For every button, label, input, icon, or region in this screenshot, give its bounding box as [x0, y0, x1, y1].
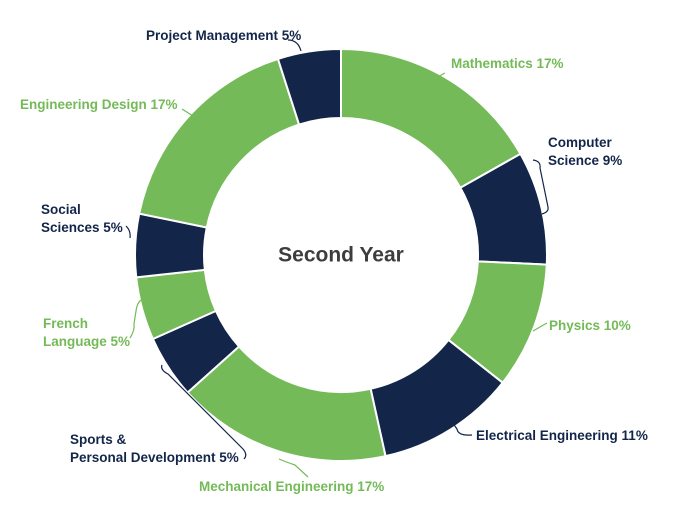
- leader-social-sciences-5: [125, 225, 131, 239]
- slice-engineering-design-17: [138, 57, 301, 229]
- slice-project-management-5: [276, 47, 342, 126]
- leader-mathematics-17: [431, 72, 446, 81]
- label-mathematics-17: Mathematics 17%: [451, 56, 564, 71]
- leader-computer-science-9: [532, 159, 549, 215]
- leader-physics-10: [532, 322, 548, 332]
- label-engineering-design-17: Engineering Design 17%: [20, 97, 178, 112]
- leader-engineering-design-17: [181, 108, 194, 117]
- label-mechanical-engineering-17: Mechanical Engineering 17%: [199, 479, 384, 494]
- label-physics-10: Physics 10%: [549, 318, 631, 333]
- label-project-management-5: Project Management 5%: [146, 28, 301, 43]
- donut-slices: [134, 47, 548, 462]
- slice-labels: Mathematics 17% Computer Science 9% Physics…: [20, 28, 648, 494]
- leader-electrical-engineering-11: [451, 421, 473, 436]
- label-electrical-engineering-11: Electrical Engineering 11%: [476, 428, 648, 443]
- leader-french-language-5: [129, 299, 142, 339]
- label-french-language-5: French Language 5%: [43, 316, 130, 349]
- center-label: Second Year: [278, 244, 404, 267]
- label-sports-personal-development-5: Sports & Personal Development 5%: [70, 432, 239, 465]
- label-computer-science-9: Computer Science 9%: [548, 135, 622, 168]
- label-social-sciences-5: Social Sciences 5%: [41, 202, 123, 235]
- leader-project-management-5: [287, 39, 302, 52]
- label-leaders: [125, 39, 549, 478]
- leader-sports-personal-development-5: [161, 364, 247, 460]
- leader-mechanical-engineering-17: [278, 458, 309, 478]
